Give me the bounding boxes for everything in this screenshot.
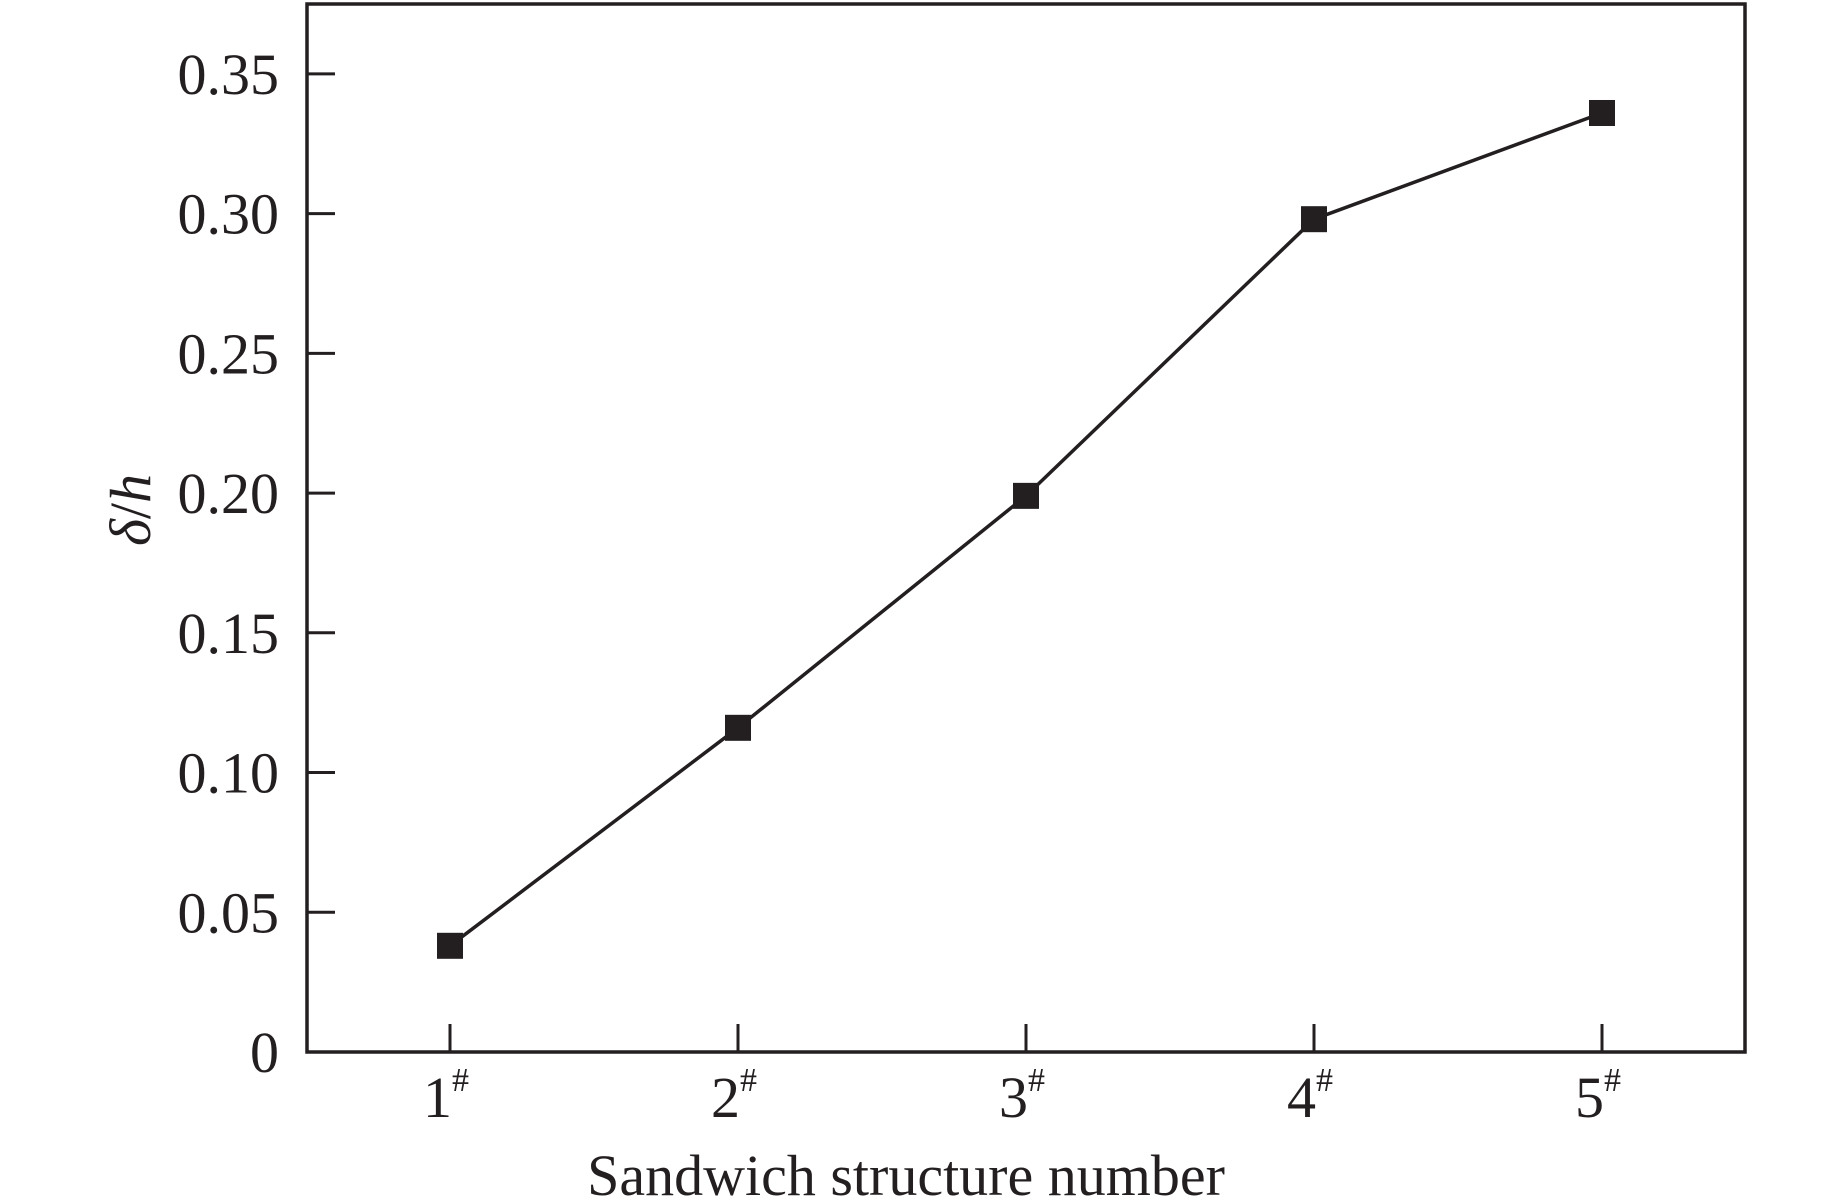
y-tick-label: 0.10 — [178, 741, 280, 806]
y-axis-title: δ/h — [98, 474, 163, 546]
y-tick-label: 0.30 — [178, 182, 280, 247]
data-point — [725, 714, 751, 741]
y-tick-label: 0.05 — [178, 880, 280, 945]
plot-frame — [305, 2, 1747, 1054]
y-tick-label: 0 — [250, 1020, 279, 1085]
series-layer — [437, 99, 1615, 959]
data-point — [1301, 206, 1327, 233]
x-tick-label: 3# — [999, 1062, 1045, 1130]
data-point — [1589, 99, 1615, 126]
y-tick-label: 0.35 — [178, 42, 280, 107]
data-point — [1013, 482, 1039, 509]
x-tick-label: 4# — [1287, 1062, 1333, 1130]
data-point — [437, 932, 463, 959]
x-axis-title: Sandwich structure number — [587, 1143, 1225, 1198]
x-tick-label: 5# — [1575, 1062, 1621, 1130]
y-tick-label: 0.25 — [178, 321, 280, 386]
ticks-layer — [307, 72, 1604, 1052]
x-tick-label: 1# — [423, 1062, 469, 1130]
series-line — [448, 111, 1603, 948]
axes-layer — [305, 2, 1747, 1054]
labels-layer: 0 0.05 0.10 0.15 0.20 0.25 0.30 0.35 1# 2# 3# 4# 5# S… — [98, 42, 1621, 1203]
x-tick-label: 2# — [711, 1062, 757, 1130]
y-tick-label: 0.20 — [178, 461, 280, 526]
y-tick-label: 0.15 — [178, 601, 280, 666]
